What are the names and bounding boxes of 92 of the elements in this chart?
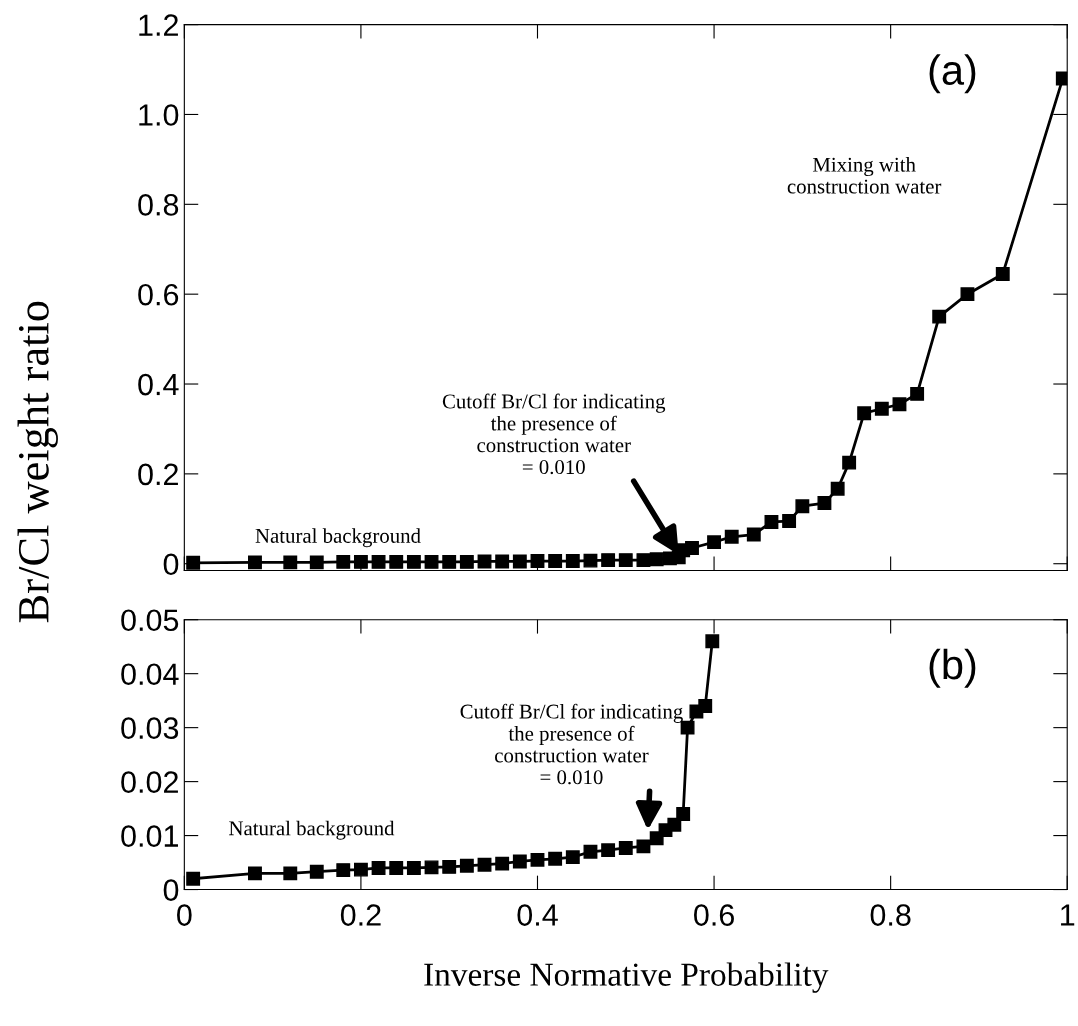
point — [676, 807, 691, 821]
y-tick-label: 0.6 — [138, 283, 179, 306]
annotation: Cutoff Br/Cl for indicating the presence of construction water = 0.010 — [460, 703, 683, 785]
point — [685, 541, 699, 555]
point — [406, 861, 421, 875]
annotation: Natural background — [229, 820, 395, 840]
point — [309, 555, 324, 570]
point — [248, 866, 262, 881]
point — [512, 854, 527, 869]
point — [371, 554, 386, 569]
x-tick-label: 0.6 — [694, 904, 734, 926]
point — [389, 554, 404, 569]
point — [530, 554, 545, 568]
point — [910, 386, 925, 401]
point — [459, 554, 474, 569]
point — [336, 554, 351, 569]
point — [874, 401, 889, 416]
point — [707, 535, 722, 550]
point — [442, 554, 457, 569]
point — [495, 856, 510, 871]
y-tick-label: 1.2 — [139, 14, 178, 36]
point — [764, 514, 779, 529]
y-tick-label: 0.2 — [138, 463, 178, 486]
point — [892, 397, 907, 412]
point — [857, 406, 872, 421]
annotation: Mixing with construction water — [787, 157, 942, 194]
point — [371, 861, 386, 875]
y-tick-label: 0 — [163, 553, 179, 576]
y-tick-label: 0.05 — [121, 609, 179, 632]
point — [995, 267, 1010, 281]
point — [406, 554, 421, 569]
point — [283, 866, 298, 881]
y-axis-title: Br/Cl weight ratio — [17, 301, 58, 623]
point — [424, 860, 439, 875]
x-tick-label: 0.4 — [517, 904, 558, 926]
point — [186, 871, 201, 886]
point — [618, 553, 633, 568]
x-tick-label: 0.8 — [870, 904, 911, 926]
point — [636, 839, 651, 854]
x-axis-title: Inverse Normative Probability — [424, 962, 829, 993]
point — [960, 287, 975, 302]
point — [548, 554, 563, 568]
point — [583, 844, 598, 859]
annotation: Natural background — [255, 528, 421, 548]
point — [583, 553, 598, 568]
x-tick-label: 1 — [1061, 904, 1075, 926]
y-tick-label: 0.01 — [121, 825, 178, 847]
point — [724, 529, 739, 544]
point — [389, 861, 404, 875]
point — [548, 851, 563, 866]
y-tick-label: 0.4 — [138, 373, 179, 396]
y-tick-label: 0.03 — [121, 717, 179, 740]
point — [649, 552, 664, 567]
point — [565, 850, 580, 865]
point — [495, 554, 510, 569]
point — [353, 862, 368, 877]
point — [459, 858, 474, 873]
point — [442, 859, 457, 874]
point — [817, 496, 832, 511]
y-tick-label: 0.02 — [121, 771, 178, 793]
y-tick-label: 1.0 — [139, 104, 179, 126]
point — [842, 455, 857, 470]
point — [248, 555, 262, 570]
point — [336, 863, 351, 878]
point — [636, 553, 651, 568]
y-tick-label: 0.8 — [138, 194, 179, 216]
point — [667, 817, 682, 832]
annotation: (a) — [929, 54, 976, 94]
point — [424, 554, 439, 569]
annotation: Cutoff Br/Cl for indicating the presence of construction water = 0.010 — [442, 393, 666, 475]
annotation: (b) — [929, 648, 976, 688]
y-tick-label: 0.04 — [121, 663, 179, 686]
point — [601, 843, 616, 858]
point — [601, 553, 616, 568]
point — [477, 857, 492, 872]
point — [698, 699, 713, 713]
point — [530, 852, 545, 867]
point — [565, 554, 580, 568]
y-tick-label: 0 — [163, 879, 179, 901]
point — [283, 555, 298, 570]
point — [932, 309, 947, 324]
point — [746, 527, 761, 542]
point — [618, 841, 633, 855]
point — [830, 481, 845, 496]
point — [795, 499, 810, 514]
x-tick-label: 0.2 — [340, 904, 381, 926]
point — [1055, 71, 1068, 86]
point — [353, 554, 368, 569]
point — [782, 514, 797, 528]
point — [309, 864, 324, 879]
point — [512, 554, 527, 569]
point — [705, 634, 720, 649]
